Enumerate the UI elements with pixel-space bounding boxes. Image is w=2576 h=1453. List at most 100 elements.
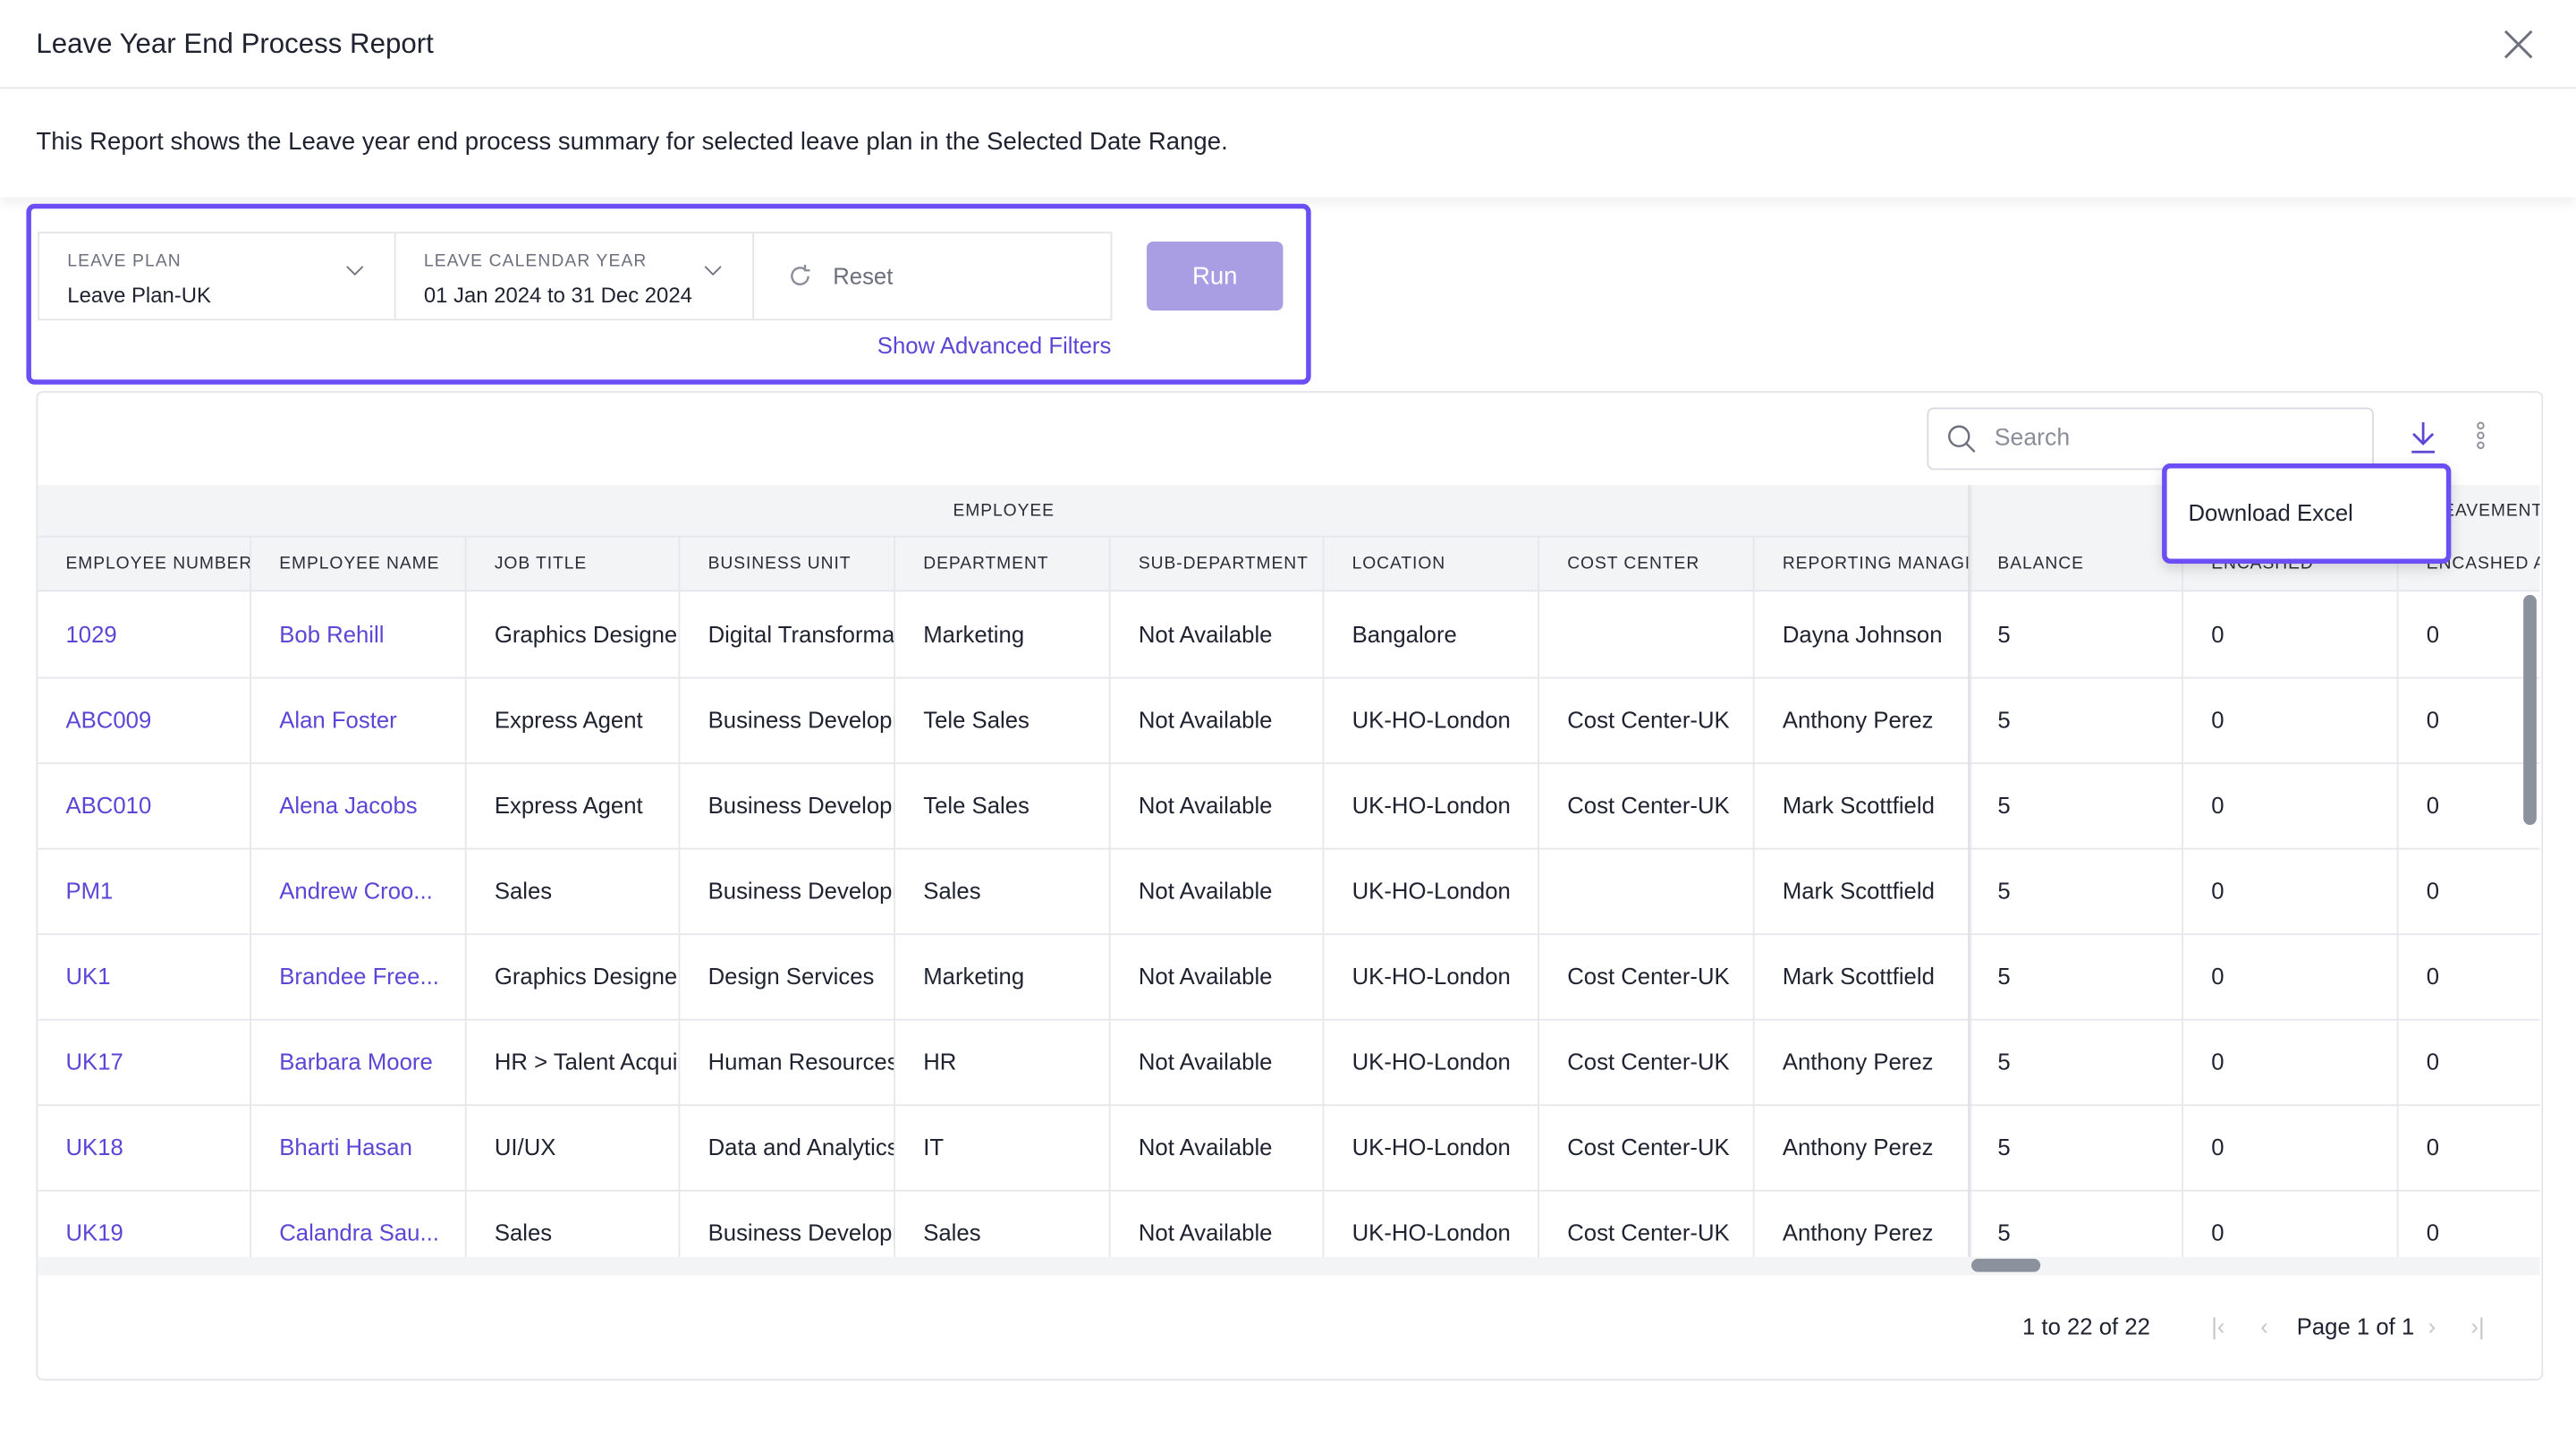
- employee-number-link[interactable]: UK17: [38, 1018, 252, 1105]
- table-cell: Express Agent: [467, 676, 681, 763]
- table-cell: Data and Analytics: [680, 1104, 896, 1190]
- employee-name-link[interactable]: Alan Foster: [251, 676, 467, 763]
- table-cell: 0: [2399, 1190, 2540, 1257]
- run-button[interactable]: Run: [1147, 241, 1284, 311]
- table-row-divider: [38, 1104, 2540, 1107]
- table-cell: Not Available: [1111, 591, 1325, 677]
- table-cell: UK-HO-London: [1324, 1189, 1539, 1258]
- vertical-scrollbar-thumb[interactable]: [2523, 594, 2537, 826]
- employee-number-link[interactable]: UK19: [38, 1189, 252, 1258]
- reset-button[interactable]: Reset: [752, 231, 1113, 321]
- leave-plan-label: LEAVE PLAN: [67, 251, 182, 272]
- column-header[interactable]: SUB-DEPARTMENT: [1111, 537, 1325, 592]
- table-row-divider: [38, 1018, 2540, 1021]
- calendar-year-value: 01 Jan 2024 to 31 Dec 2024: [423, 282, 692, 308]
- first-page-icon[interactable]: |‹: [2211, 1313, 2225, 1339]
- table-cell: Digital Transformation: [680, 591, 896, 677]
- close-icon[interactable]: [2500, 26, 2536, 62]
- table-cell: Graphics Designer: [467, 933, 681, 1019]
- table-cell: Not Available: [1111, 847, 1325, 934]
- calendar-year-label: LEAVE CALENDAR YEAR: [423, 251, 648, 272]
- download-menu: Download Excel: [2162, 463, 2452, 564]
- column-header[interactable]: COST CENTER: [1539, 537, 1755, 592]
- table-cell: 0: [2399, 848, 2540, 934]
- column-header[interactable]: REPORTING MANAGER: [1755, 537, 1970, 592]
- pagination-range: 1 to 22 of 22: [2021, 1313, 2150, 1339]
- table-cell: Anthony Perez: [1755, 1189, 1970, 1258]
- table-cell: Cost Center-UK: [1539, 1189, 1755, 1258]
- column-header[interactable]: EMPLOYEE NUMBER: [38, 537, 252, 592]
- table-cell: Cost Center-UK: [1539, 1104, 1755, 1190]
- table-cell: Graphics Designer: [467, 591, 681, 677]
- table-cell: HR > Talent Acquisition: [467, 1018, 681, 1105]
- employee-name-link[interactable]: Barbara Moore: [251, 1018, 467, 1105]
- last-page-icon[interactable]: ›|: [2470, 1313, 2485, 1339]
- employee-name-link[interactable]: Calandra Sau...: [251, 1189, 467, 1258]
- employee-number-link[interactable]: ABC010: [38, 762, 252, 848]
- horizontal-scrollbar-thumb[interactable]: [1971, 1258, 2041, 1272]
- table-cell: 5: [1970, 1104, 2183, 1190]
- table-cell: Marketing: [895, 933, 1111, 1019]
- table-cell: Mark Scottfield: [1755, 933, 1970, 1019]
- chevron-down-icon: [346, 266, 363, 276]
- employee-name-link[interactable]: Brandee Free...: [251, 933, 467, 1019]
- column-header[interactable]: BALANCE: [1970, 537, 2183, 592]
- column-header[interactable]: EMPLOYEE NAME: [251, 537, 467, 592]
- employee-number-link[interactable]: 1029: [38, 591, 252, 677]
- table-cell: Human Resources: [680, 1018, 896, 1105]
- table-row-divider: [38, 762, 2540, 765]
- table-cell: UK-HO-London: [1324, 1104, 1539, 1190]
- employee-number-link[interactable]: PM1: [38, 847, 252, 934]
- dialog-header: [0, 0, 2576, 89]
- employee-number-link[interactable]: UK1: [38, 933, 252, 1019]
- table-cell: 0: [2399, 677, 2540, 763]
- employee-number-link[interactable]: UK18: [38, 1104, 252, 1190]
- column-header[interactable]: BUSINESS UNIT: [680, 537, 896, 592]
- search-input[interactable]: Search: [1927, 407, 2375, 471]
- report-table: EMPLOYEE EAVEMENT EMPLOYEE NUMBER EMPLOYEE …: [38, 484, 2540, 1258]
- search-placeholder: Search: [1994, 425, 2071, 453]
- employee-name-link[interactable]: Bharti Hasan: [251, 1104, 467, 1190]
- table-cell: 0: [2183, 1189, 2399, 1258]
- header-background: [38, 484, 2540, 592]
- table-row-divider: [38, 1189, 2540, 1192]
- table-cell: Cost Center-UK: [1539, 1018, 1755, 1105]
- table-cell: Business Development: [680, 847, 896, 934]
- table-cell: 0: [2183, 1104, 2399, 1190]
- table-cell: UK-HO-London: [1324, 933, 1539, 1019]
- table-cell: HR: [895, 1018, 1111, 1105]
- filter-panel: [26, 203, 1311, 385]
- show-advanced-filters-link[interactable]: Show Advanced Filters: [877, 332, 1112, 359]
- dialog-title: Leave Year End Process Report: [36, 28, 434, 60]
- table-cell: Anthony Perez: [1755, 676, 1970, 763]
- table-cell: 5: [1970, 591, 2183, 677]
- download-icon[interactable]: [2409, 421, 2438, 454]
- table-cell: 5: [1970, 676, 2183, 763]
- download-excel-menu-item[interactable]: Download Excel: [2188, 499, 2353, 526]
- horizontal-scrollbar-track[interactable]: [38, 1257, 2540, 1276]
- column-header[interactable]: JOB TITLE: [467, 537, 681, 592]
- table-cell: IT: [895, 1104, 1111, 1190]
- employee-name-link[interactable]: Bob Rehill: [251, 591, 467, 677]
- leave-plan-select[interactable]: LEAVE PLAN Leave Plan-UK: [38, 231, 398, 321]
- next-page-icon[interactable]: ›: [2428, 1313, 2436, 1339]
- employee-name-link[interactable]: Andrew Croo...: [251, 847, 467, 934]
- more-vertical-icon[interactable]: [2474, 421, 2487, 450]
- calendar-year-select[interactable]: LEAVE CALENDAR YEAR 01 Jan 2024 to 31 De…: [394, 231, 756, 321]
- table-cell: 5: [1970, 847, 2183, 934]
- table-cell: Not Available: [1111, 933, 1325, 1019]
- report-table-card: [36, 391, 2544, 1381]
- chevron-down-icon: [704, 266, 722, 276]
- refresh-icon: [791, 264, 810, 285]
- table-cell: Dayna Johnson: [1755, 591, 1970, 677]
- column-header[interactable]: ENCASHED A: [2399, 538, 2540, 592]
- table-cell: Not Available: [1111, 1104, 1325, 1190]
- table-cell: Sales: [467, 1189, 681, 1258]
- employee-name-link[interactable]: Alena Jacobs: [251, 762, 467, 848]
- column-header[interactable]: DEPARTMENT: [895, 537, 1111, 592]
- previous-page-icon[interactable]: ‹: [2260, 1313, 2268, 1339]
- column-header[interactable]: LOCATION: [1324, 537, 1539, 592]
- table-cell: Sales: [895, 1189, 1111, 1258]
- employee-number-link[interactable]: ABC009: [38, 676, 252, 763]
